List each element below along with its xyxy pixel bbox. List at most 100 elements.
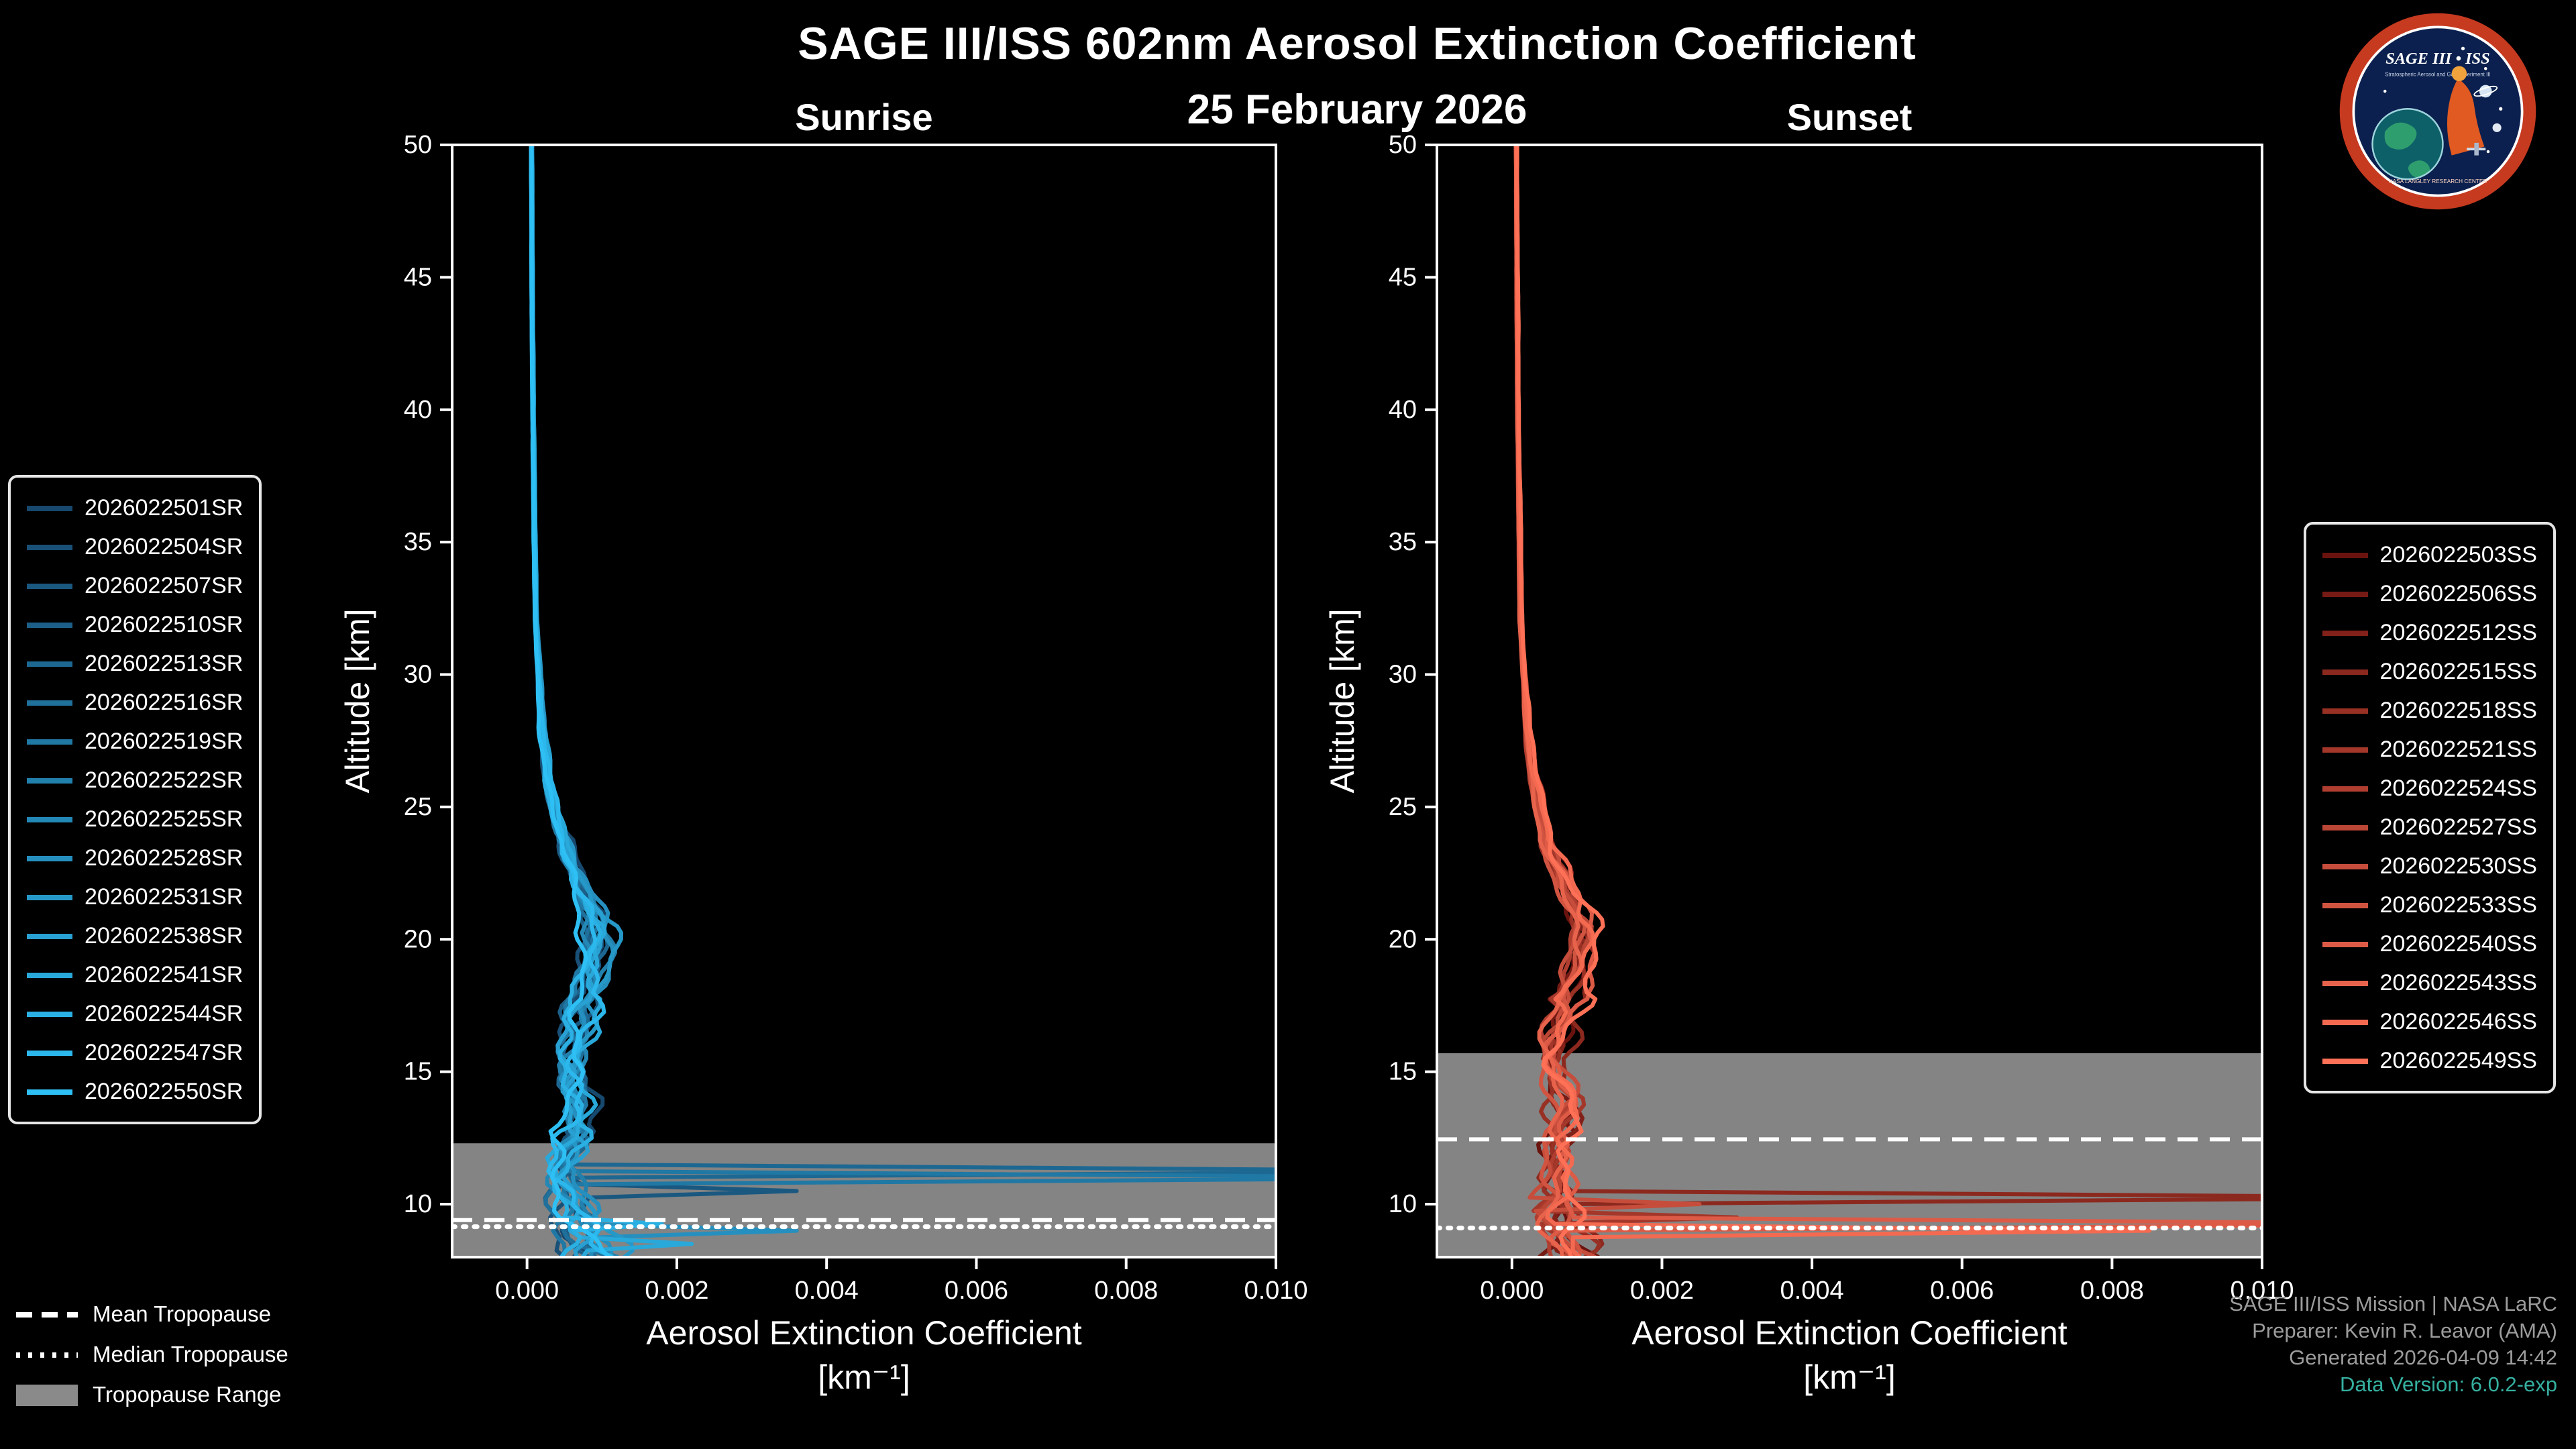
legend-label: 2026022546SS — [2379, 1008, 2537, 1034]
legend-label: 2026022528SR — [85, 845, 244, 870]
earth-land — [2408, 160, 2430, 178]
y-tick-label: 30 — [404, 661, 432, 689]
legend-item: 2026022528SR — [27, 839, 243, 877]
x-tick-label: 0.006 — [1930, 1277, 1994, 1305]
panel-title-sunrise: Sunrise — [795, 97, 933, 138]
legend-line-sample — [27, 700, 72, 705]
legend-item: 2026022550SR — [27, 1072, 243, 1111]
x-tick-label: 0.006 — [945, 1277, 1008, 1305]
legend-label: 2026022512SS — [2379, 619, 2537, 645]
x-tick-label: 0.002 — [1630, 1277, 1694, 1305]
tropopause-legend-item: Mean Tropopause — [16, 1295, 288, 1335]
legend-label: 2026022515SS — [2379, 658, 2537, 684]
star-icon — [2486, 150, 2490, 154]
legend-item: 2026022519SR — [27, 722, 243, 761]
y-tick-label: 15 — [404, 1058, 432, 1086]
credits-mission: SAGE III/ISS Mission | NASA LaRC — [2229, 1293, 2557, 1316]
legend-label: 2026022503SS — [2379, 541, 2537, 567]
legend-label: 2026022530SS — [2379, 853, 2537, 878]
earth-rim — [2371, 108, 2444, 180]
y-tick-label: 30 — [1389, 661, 1417, 689]
legend-label: 2026022504SR — [85, 533, 244, 559]
x-axis-units: [km⁻¹] — [818, 1358, 910, 1396]
legend-item: 2026022507SR — [27, 566, 243, 605]
legend-line-sample — [2322, 669, 2368, 674]
plot-frame — [1436, 144, 2263, 1258]
profile-line-2026022541SR — [529, 145, 694, 1257]
legend-item: 2026022549SS — [2322, 1041, 2537, 1080]
legend-item: 2026022510SR — [27, 605, 243, 644]
profile-line-2026022549SS — [1515, 145, 1605, 1257]
y-tick-label: 25 — [404, 793, 432, 821]
x-tick-label: 0.008 — [2080, 1277, 2144, 1305]
legend-label: 2026022524SS — [2379, 775, 2537, 800]
legend-line-sample — [2322, 824, 2368, 830]
legend-line-sample — [2322, 863, 2368, 869]
tropopause-band-sample — [16, 1385, 78, 1406]
legend-item: 2026022503SS — [2322, 535, 2537, 574]
legend-line-sample — [27, 1089, 72, 1094]
legend-line-sample — [27, 1011, 72, 1016]
legend-label: 2026022549SS — [2379, 1047, 2537, 1073]
y-tick-label: 50 — [1389, 131, 1417, 159]
y-tick-label: 15 — [1389, 1058, 1417, 1086]
legend-line-sample — [27, 1050, 72, 1055]
legend-item: 2026022544SR — [27, 994, 243, 1033]
legend-line-sample — [27, 544, 72, 549]
star-icon — [2499, 107, 2503, 111]
legend-label: 2026022544SR — [85, 1000, 244, 1026]
legend-line-sample — [27, 583, 72, 588]
legend-line-sample — [27, 972, 72, 977]
legend-item: 2026022533SS — [2322, 885, 2537, 924]
credits-generated: Generated 2026-04-09 14:42 — [2289, 1347, 2557, 1370]
y-tick-label: 40 — [1389, 396, 1417, 424]
legend-label: 2026022547SR — [85, 1039, 244, 1065]
legend-label: 2026022513SR — [85, 650, 244, 676]
credits: SAGE III/ISS Mission | NASA LaRC Prepare… — [2229, 1292, 2557, 1399]
earth-land — [2384, 122, 2417, 150]
legend-label: 2026022525SR — [85, 806, 244, 831]
legend-line-sample — [27, 661, 72, 666]
legend-line-sample — [27, 894, 72, 900]
x-axis-units: [km⁻¹] — [1803, 1358, 1895, 1396]
legend-item: 2026022530SS — [2322, 847, 2537, 885]
logo-subtitle: Stratospheric Aerosol and Gas Experiment… — [2385, 72, 2490, 78]
legend-sunrise: 2026022501SR 2026022504SR 2026022507SR 2026… — [8, 475, 262, 1124]
legend-label: 2026022540SS — [2379, 930, 2537, 956]
legend-item: 2026022524SS — [2322, 769, 2537, 808]
x-tick-label: 0.000 — [495, 1277, 559, 1305]
x-axis-label: Aerosol Extinction Coefficient — [1631, 1314, 2068, 1352]
figure-title: SAGE III/ISS 602nm Aerosol Extinction Co… — [798, 19, 1917, 70]
figure-robe — [2447, 78, 2485, 156]
saturn-icon — [2479, 85, 2492, 98]
legend-item: 2026022506SS — [2322, 574, 2537, 613]
legend-line-sample — [27, 739, 72, 744]
star-icon — [2484, 67, 2487, 70]
sage-iss-logo: SAGE III • ISS Stratospheric Aerosol and… — [2339, 13, 2536, 210]
legend-item: 2026022521SS — [2322, 730, 2537, 769]
legend-item: 2026022501SR — [27, 488, 243, 527]
legend-line-sample — [2322, 1058, 2368, 1063]
legend-line-sample — [2322, 941, 2368, 947]
legend-item: 2026022547SR — [27, 1033, 243, 1072]
legend-line-sample — [2322, 1019, 2368, 1024]
legend-label: 2026022518SS — [2379, 697, 2537, 722]
y-tick-label: 10 — [404, 1190, 432, 1218]
legend-item: 2026022512SS — [2322, 613, 2537, 652]
legend-line-sample — [2322, 786, 2368, 791]
x-tick-label: 0.004 — [1780, 1277, 1844, 1305]
figure-date: 25 February 2026 — [1187, 86, 1527, 133]
legend-label: 2026022531SR — [85, 883, 244, 909]
legend-item: 2026022525SR — [27, 800, 243, 839]
x-tick-label: 0.010 — [2230, 1277, 2294, 1305]
legend-label: 2026022501SR — [85, 494, 244, 520]
legend-label: 2026022543SS — [2379, 969, 2537, 995]
moon-icon — [2492, 123, 2502, 132]
legend-label: 2026022541SR — [85, 961, 244, 987]
y-axis-label: Altitude [km] — [339, 608, 376, 793]
iss-icon — [2474, 142, 2479, 156]
legend-line-sample — [27, 505, 72, 511]
y-axis-label: Altitude [km] — [1324, 608, 1361, 793]
x-tick-label: 0.004 — [795, 1277, 859, 1305]
